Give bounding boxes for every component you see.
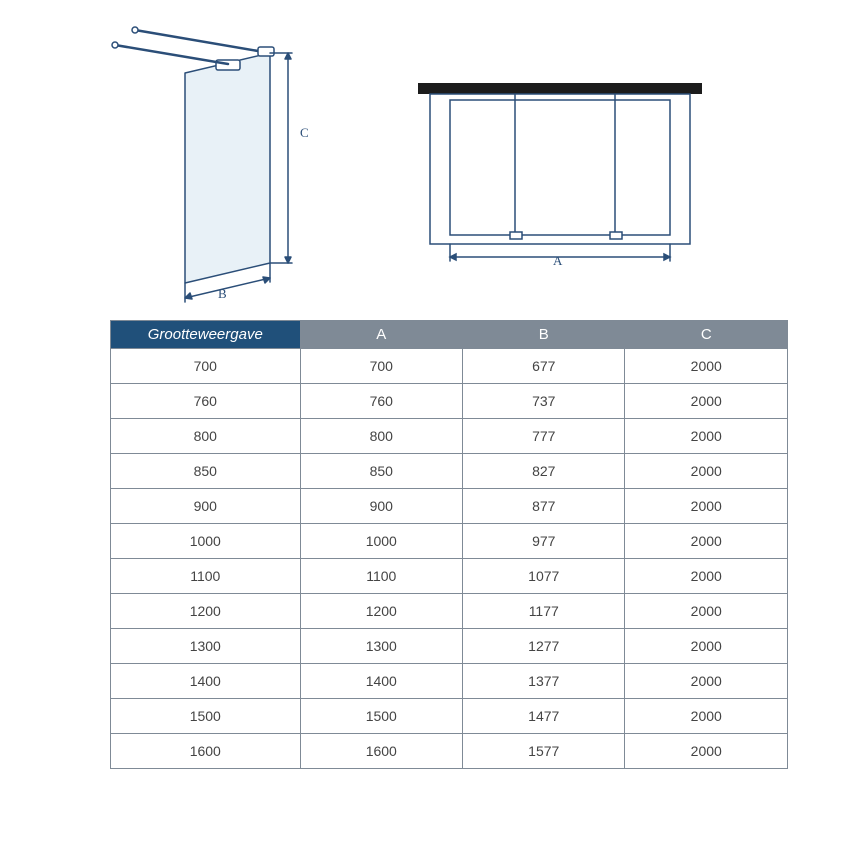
table-cell: 737	[463, 384, 625, 419]
size-table-body: 7007006772000760760737200080080077720008…	[111, 349, 788, 769]
table-cell: 1300	[300, 629, 462, 664]
table-cell: 1100	[300, 559, 462, 594]
col-header-a: A	[300, 321, 462, 349]
table-row: 9009008772000	[111, 489, 788, 524]
table-cell: 777	[463, 419, 625, 454]
panel-top-diagram	[410, 75, 710, 275]
table-cell: 2000	[625, 629, 788, 664]
table-cell: 1200	[300, 594, 462, 629]
table-cell: 2000	[625, 664, 788, 699]
table-cell: 700	[111, 349, 301, 384]
table-cell: 2000	[625, 524, 788, 559]
table-row: 8008007772000	[111, 419, 788, 454]
size-table-wrap: Grootteweergave A B C 700700677200076076…	[110, 320, 788, 769]
table-cell: 900	[111, 489, 301, 524]
table-cell: 877	[463, 489, 625, 524]
table-cell: 2000	[625, 349, 788, 384]
table-cell: 827	[463, 454, 625, 489]
table-cell: 1600	[111, 734, 301, 769]
table-cell: 700	[300, 349, 462, 384]
table-cell: 800	[111, 419, 301, 454]
table-cell: 1000	[300, 524, 462, 559]
page: C B	[0, 0, 848, 848]
table-cell: 1200	[111, 594, 301, 629]
table-cell: 850	[300, 454, 462, 489]
table-cell: 1100	[111, 559, 301, 594]
size-table: Grootteweergave A B C 700700677200076076…	[110, 320, 788, 769]
table-cell: 2000	[625, 734, 788, 769]
table-cell: 2000	[625, 594, 788, 629]
table-row: 1600160015772000	[111, 734, 788, 769]
table-cell: 850	[111, 454, 301, 489]
table-row: 1300130012772000	[111, 629, 788, 664]
table-cell: 1477	[463, 699, 625, 734]
table-cell: 677	[463, 349, 625, 384]
table-cell: 2000	[625, 419, 788, 454]
table-row: 7607607372000	[111, 384, 788, 419]
table-cell: 1500	[111, 699, 301, 734]
table-cell: 1000	[111, 524, 301, 559]
table-row: 1200120011772000	[111, 594, 788, 629]
table-cell: 2000	[625, 454, 788, 489]
table-row: 1400140013772000	[111, 664, 788, 699]
table-cell: 1077	[463, 559, 625, 594]
table-cell: 1377	[463, 664, 625, 699]
table-cell: 800	[300, 419, 462, 454]
dim-label-a: A	[553, 253, 562, 269]
table-row: 8508508272000	[111, 454, 788, 489]
table-cell: 760	[300, 384, 462, 419]
col-header-c: C	[625, 321, 788, 349]
table-cell: 1177	[463, 594, 625, 629]
table-cell: 2000	[625, 489, 788, 524]
dim-label-b: B	[218, 286, 227, 302]
col-header-main: Grootteweergave	[111, 321, 301, 349]
table-cell: 1300	[111, 629, 301, 664]
col-header-b: B	[463, 321, 625, 349]
diagram-area: C B	[110, 20, 788, 320]
table-row: 1100110010772000	[111, 559, 788, 594]
table-row: 7007006772000	[111, 349, 788, 384]
table-cell: 760	[111, 384, 301, 419]
table-header-row: Grootteweergave A B C	[111, 321, 788, 349]
table-cell: 1400	[111, 664, 301, 699]
table-cell: 900	[300, 489, 462, 524]
table-cell: 1277	[463, 629, 625, 664]
table-cell: 1577	[463, 734, 625, 769]
table-cell: 2000	[625, 699, 788, 734]
table-row: 100010009772000	[111, 524, 788, 559]
table-cell: 2000	[625, 559, 788, 594]
table-cell: 1400	[300, 664, 462, 699]
table-cell: 977	[463, 524, 625, 559]
table-row: 1500150014772000	[111, 699, 788, 734]
table-cell: 1600	[300, 734, 462, 769]
dim-label-c: C	[300, 125, 309, 141]
table-cell: 1500	[300, 699, 462, 734]
panel-iso-diagram	[80, 20, 340, 310]
table-cell: 2000	[625, 384, 788, 419]
